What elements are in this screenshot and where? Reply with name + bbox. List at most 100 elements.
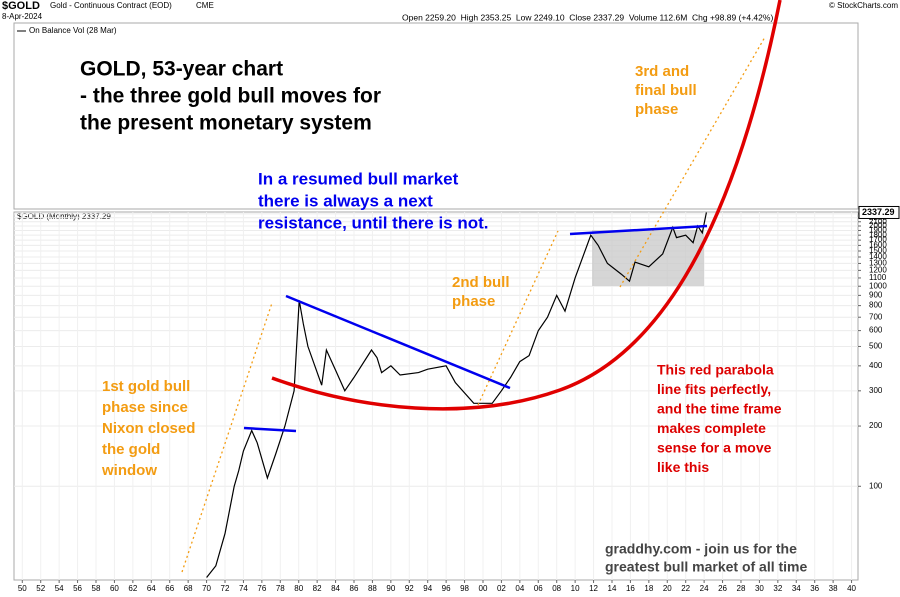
- annotation: there is always a next: [258, 191, 433, 210]
- x-tick-label: 18: [644, 584, 653, 593]
- annotation: phase: [452, 293, 495, 310]
- annotation: window: [101, 462, 157, 479]
- annotation: line fits perfectly,: [657, 381, 771, 397]
- notes: GOLD, 53-year chart - the three gold bull…: [80, 58, 807, 575]
- x-tick-label: 86: [350, 584, 359, 593]
- y-tick-label: 1500: [869, 246, 887, 255]
- resistance-1: [243, 426, 297, 433]
- x-tick-label: 28: [737, 584, 746, 593]
- x-tick-label: 62: [128, 584, 137, 593]
- x-tick-label: 22: [681, 584, 690, 593]
- last-value-label: 2337.29: [862, 207, 895, 217]
- annotation: Nixon closed: [102, 420, 195, 437]
- x-tick-label: 96: [442, 584, 451, 593]
- y-tick-label: 1200: [869, 265, 887, 274]
- plot: [206, 212, 707, 578]
- x-tick-label: 24: [700, 584, 709, 593]
- x-tick-label: 40: [847, 584, 856, 593]
- indicator-panel: [13, 22, 859, 210]
- x-tick-label: 90: [386, 584, 395, 593]
- x-tick-label: 38: [829, 584, 838, 593]
- date: 8-Apr-2024: [2, 12, 43, 21]
- y-tick-label: 600: [869, 326, 883, 335]
- x-tick-label: 64: [147, 584, 156, 593]
- x-tick-label: 26: [718, 584, 727, 593]
- credit: © StockCharts.com: [829, 1, 898, 10]
- y-tick-label: 2000: [869, 221, 887, 230]
- phase-3-guide: [619, 36, 766, 288]
- y-tick-label: 100: [869, 481, 883, 490]
- x-tick-label: 16: [626, 584, 635, 593]
- x-tick-label: 14: [608, 584, 617, 593]
- x-tick-label: 66: [165, 584, 174, 593]
- resistance-3: [569, 224, 708, 236]
- x-tick-label: 34: [792, 584, 801, 593]
- annotation: the present monetary system: [80, 112, 372, 135]
- symbol: $GOLD: [2, 0, 40, 12]
- annotation: like this: [657, 459, 709, 475]
- phase-1-guide: [181, 302, 273, 573]
- x-tick-label: 76: [257, 584, 266, 593]
- annotation: the gold: [102, 441, 160, 458]
- annotation: resistance, until there is not.: [258, 213, 489, 232]
- resistance-2: [285, 294, 511, 390]
- x-tick-label: 32: [773, 584, 782, 593]
- x-tick-label: 54: [55, 584, 64, 593]
- x-tick-label: 88: [368, 584, 377, 593]
- contract: Gold - Continuous Contract (EOD): [50, 1, 172, 10]
- x-tick-label: 58: [92, 584, 101, 593]
- x-tick-label: 50: [18, 584, 27, 593]
- parabola: [271, 0, 782, 411]
- x-tick-label: 68: [184, 584, 193, 593]
- price-panel: [13, 211, 859, 581]
- y-tick-label: 1300: [869, 259, 887, 268]
- annotation: sense for a move: [657, 440, 772, 456]
- annotation: phase since: [102, 399, 188, 416]
- y-tick-label: 1400: [869, 252, 887, 261]
- last-value-box: [858, 205, 900, 219]
- annotation: This red parabola: [657, 362, 774, 378]
- x-tick-label: 10: [571, 584, 580, 593]
- y-tick-label: 800: [869, 301, 883, 310]
- x-tick-label: 12: [589, 584, 598, 593]
- y-tick-label: 1000: [869, 281, 887, 290]
- series-legend: $GOLD (Monthly) 2337.29: [17, 212, 111, 221]
- x-tick-label: 36: [810, 584, 819, 593]
- x-tick-label: 70: [202, 584, 211, 593]
- x-tick-label: 06: [534, 584, 543, 593]
- x-tick-label: 82: [313, 584, 322, 593]
- annotation: 3rd and: [635, 63, 689, 80]
- quote: Open 2259.20 High 2353.25 Low 2249.10 Cl…: [402, 12, 773, 22]
- x-tick-label: 84: [331, 584, 340, 593]
- y-tick-label: 400: [869, 361, 883, 370]
- x-tick-label: 92: [405, 584, 414, 593]
- y-tick-label: 1900: [869, 226, 887, 235]
- x-tick-label: 08: [552, 584, 561, 593]
- price-line: [206, 212, 707, 578]
- x-tick-label: 80: [294, 584, 303, 593]
- x-tick-label: 52: [36, 584, 45, 593]
- x-tick-label: 74: [239, 584, 248, 593]
- annotation: In a resumed bull market: [258, 169, 459, 188]
- x-tick-label: 72: [221, 584, 230, 593]
- y-tick-label: 200: [869, 421, 883, 430]
- y-tick-label: 1800: [869, 230, 887, 239]
- y-tick-label: 900: [869, 290, 883, 299]
- x-tick-label: 94: [423, 584, 432, 593]
- annotation: final bull: [635, 82, 697, 99]
- x-tick-label: 00: [479, 584, 488, 593]
- indicator-label: On Balance Vol (28 Mar): [29, 26, 117, 35]
- exchange: CME: [196, 1, 214, 10]
- annotation: 1st gold bull: [102, 378, 190, 395]
- x-tick-label: 60: [110, 584, 119, 593]
- annotation: - the three gold bull moves for: [80, 85, 381, 108]
- annotation: GOLD, 53-year chart: [80, 58, 283, 81]
- y-tick-label: 300: [869, 386, 883, 395]
- y-tick-label: 500: [869, 342, 883, 351]
- y-tick-label: 1600: [869, 241, 887, 250]
- y-tick-label: 1100: [869, 273, 887, 282]
- x-tick-label: 56: [73, 584, 82, 593]
- x-tick-label: 78: [276, 584, 285, 593]
